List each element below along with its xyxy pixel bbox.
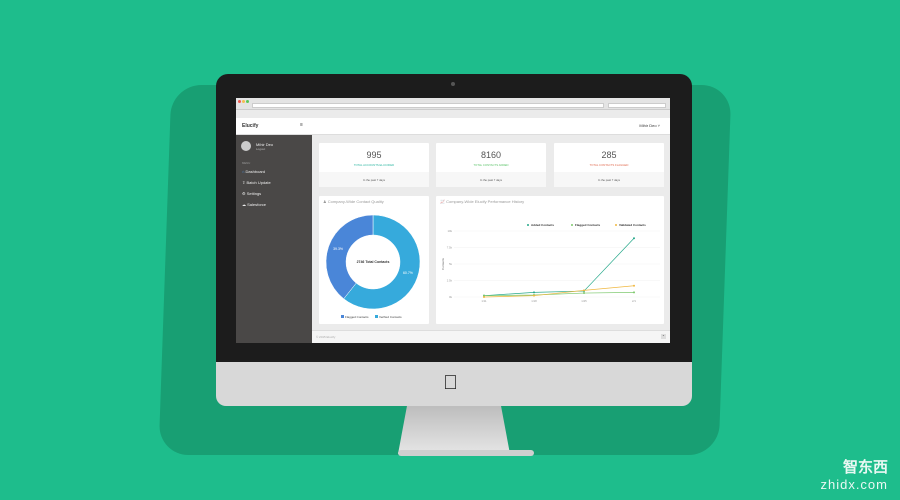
data-point[interactable]: [533, 291, 535, 294]
legend-marker: [571, 224, 573, 226]
camera-icon: [451, 82, 455, 86]
legend-label: Verified Contacts: [379, 315, 402, 319]
apple-logo-icon: : [443, 372, 458, 395]
y-tick-label: 0k: [449, 295, 453, 299]
legend-marker: [527, 224, 529, 226]
scroll-top-button[interactable]: ^: [661, 334, 666, 339]
home-icon: ⌂: [242, 169, 245, 174]
sidebar-item-label: Salesforce: [247, 202, 267, 207]
copyright: © 2015 Elucify: [316, 335, 336, 339]
sidebar-item-label: Settings: [246, 191, 262, 196]
line-chart-icon: 📈: [440, 199, 445, 204]
y-tick-label: 2.5k: [447, 279, 453, 283]
donut-chart: 60.7% 39.3% 2746 Total Contacts Flagged Con…: [325, 214, 421, 319]
stat-value: 8160: [480, 150, 502, 160]
cloud-icon: ☁: [242, 202, 246, 207]
close-dot-icon[interactable]: [238, 100, 241, 103]
stat-footer: In the past 7 days: [597, 178, 621, 182]
monitor-chin: [216, 362, 692, 406]
browser-chrome: [236, 98, 670, 110]
y-axis-label: Contacts: [441, 258, 445, 270]
url-bar[interactable]: [252, 103, 604, 108]
app-header: Elucify ≡ Mihir Deo ˅: [236, 118, 670, 135]
x-tick-label: 1/11: [481, 299, 487, 303]
x-tick-label: 1/18: [531, 299, 537, 303]
panel-title: ♟ Company-Wide Contact Quality: [323, 199, 384, 204]
legend-swatch: [341, 315, 344, 318]
sidebar: Mihir Deo Logout MENU ⌂ Dashboard ⇧ Batc…: [236, 135, 312, 343]
legend-label: Flagged Contacts: [345, 315, 369, 319]
upload-icon: ⇧: [242, 180, 246, 185]
data-point[interactable]: [583, 292, 585, 295]
sidebar-item-label: Batch Update: [246, 180, 271, 185]
sidebar-item-label: Dashboard: [245, 169, 266, 174]
gear-icon: ⚙: [242, 191, 246, 196]
legend-swatch: [375, 315, 378, 318]
logout-link[interactable]: Logout: [256, 147, 266, 151]
sidebar-user-name: Mihir Deo: [256, 142, 274, 147]
panel-title: 📈 Company-Wide Elucify Performance Histo…: [440, 199, 525, 204]
series-line: [483, 285, 635, 298]
user-menu[interactable]: Mihir Deo ˅: [639, 123, 660, 128]
stat-card: 995 TOTAL ACCOUNTS ELUCIFIED In the past…: [319, 143, 429, 187]
watermark-cn: 智东西: [842, 459, 888, 476]
data-point[interactable]: [483, 296, 485, 298]
contact-quality-panel: ♟ Company-Wide Contact Quality 60.7% 39.3…: [319, 196, 429, 324]
maximize-dot-icon[interactable]: [246, 100, 249, 103]
hamburger-menu-icon[interactable]: ≡: [300, 122, 303, 128]
stat-card: 8160 TOTAL CONTACTS ADDED In the past 7 …: [436, 143, 546, 187]
data-point[interactable]: [533, 294, 535, 297]
user-icon: ♟: [323, 199, 327, 204]
data-point[interactable]: [633, 291, 635, 294]
y-tick-label: 5k: [449, 262, 453, 266]
donut-slice[interactable]: [325, 214, 374, 300]
series-line: [483, 292, 635, 297]
x-tick-label: 1/25: [581, 299, 587, 303]
legend-label: Validated Contacts: [619, 223, 646, 227]
x-tick-label: 2/1: [632, 299, 636, 303]
data-point[interactable]: [583, 289, 585, 292]
browser-search[interactable]: [608, 103, 666, 108]
stat-card: 285 TOTAL CONTACTS FLAGGED In the past 7…: [554, 143, 664, 187]
watermark-en: zhidx.com: [820, 477, 888, 492]
menu-heading: MENU: [242, 161, 251, 165]
data-point[interactable]: [633, 284, 635, 287]
line-chart: 0k 2.5k 5k 7.5k 10k 1/11 1/18 1/25 2/1 Contacts Ad…: [441, 223, 660, 303]
data-point[interactable]: [633, 237, 635, 240]
series-line: [483, 238, 635, 297]
performance-history-panel: 📈 Company-Wide Elucify Performance Histo…: [436, 196, 664, 324]
footer: © 2015 Elucify ^: [312, 330, 670, 343]
stat-value: 285: [601, 150, 617, 160]
donut-slice[interactable]: [343, 214, 421, 310]
brand[interactable]: Elucify: [242, 123, 259, 129]
y-tick-label: 10k: [447, 229, 452, 233]
sidebar-item-dashboard[interactable]: ⌂ Dashboard: [242, 169, 265, 174]
stat-footer: In the past 7 days: [479, 178, 503, 182]
avatar: [241, 141, 251, 151]
slice-label: 60.7%: [403, 271, 413, 275]
stat-label: TOTAL CONTACTS ADDED: [473, 163, 509, 167]
donut-center-label: 2746 Total Contacts: [357, 260, 390, 264]
stat-value: 995: [366, 150, 382, 160]
legend-marker: [615, 224, 617, 226]
stat-label: TOTAL ACCOUNTS ELUCIFIED: [353, 163, 395, 167]
user-name: Mihir Deo: [639, 123, 657, 128]
slice-label: 39.3%: [333, 247, 343, 251]
minimize-dot-icon[interactable]: [242, 100, 245, 103]
watermark-logo: 智东西 zhidx.com: [820, 456, 888, 492]
legend-label: Added Contacts: [531, 223, 554, 227]
screen: Elucify ≡ Mihir Deo ˅ Mihir Deo Logout M…: [236, 98, 670, 343]
monitor-base: [398, 450, 534, 456]
sidebar-item-salesforce[interactable]: ☁ Salesforce: [242, 202, 266, 207]
sidebar-item-batch-update[interactable]: ⇧ Batch Update: [242, 180, 271, 185]
sidebar-item-settings[interactable]: ⚙ Settings: [242, 191, 261, 196]
monitor-stand: [398, 406, 510, 454]
legend-label: Flagged Contacts: [575, 223, 601, 227]
stat-label: TOTAL CONTACTS FLAGGED: [589, 163, 629, 167]
stat-footer: In the past 7 days: [362, 178, 386, 182]
y-tick-label: 7.5k: [447, 246, 453, 250]
